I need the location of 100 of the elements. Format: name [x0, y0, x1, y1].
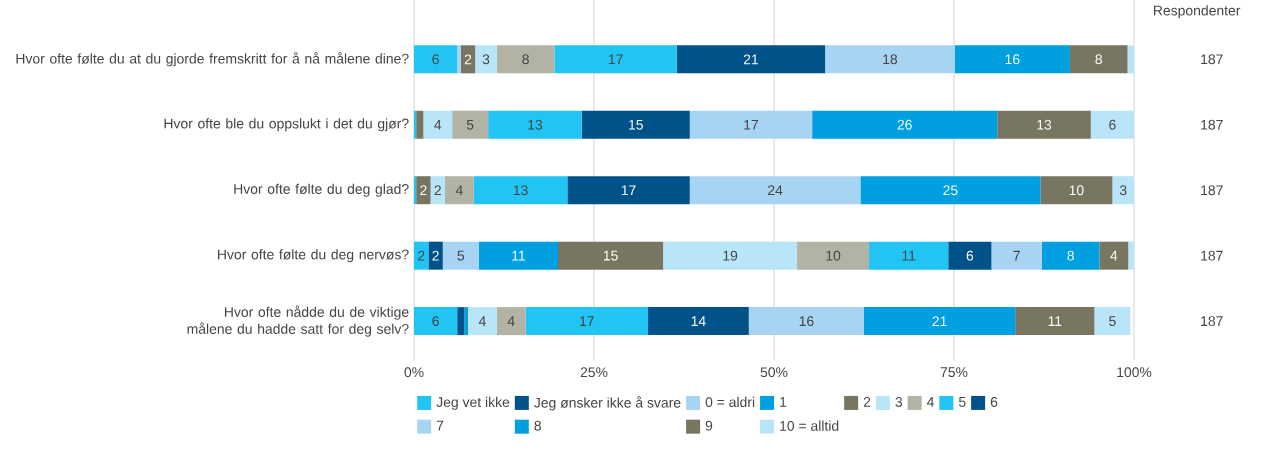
- bar: [428, 241, 443, 270]
- legend-label: 6: [990, 396, 998, 407]
- data-label: 13: [513, 185, 528, 195]
- data-label: 24: [768, 185, 783, 195]
- data-label: 17: [744, 119, 759, 130]
- bar: [457, 306, 465, 335]
- data-label: 2: [418, 250, 425, 261]
- x-tick-label: 50%: [760, 367, 788, 377]
- text: 187: [1201, 185, 1223, 195]
- data-label: 6: [966, 250, 974, 261]
- bar: [676, 45, 826, 74]
- bar: [457, 45, 461, 74]
- bar: [416, 176, 431, 205]
- legend-label: 1: [780, 396, 787, 407]
- bar: [948, 241, 992, 270]
- legend-label: 7: [436, 420, 444, 431]
- bar: [1040, 176, 1113, 205]
- data-label: 4: [434, 119, 442, 130]
- bar: [414, 176, 417, 205]
- bar: [1094, 306, 1131, 335]
- y-tick-label: Hvor ofte ble du oppslukt i det du gjør?: [164, 118, 409, 132]
- data-label: 25: [943, 185, 958, 195]
- bar: [663, 241, 798, 270]
- x-tick-label: 25%: [580, 367, 608, 377]
- data-label: 4: [1110, 250, 1118, 261]
- x-tick-label: 75%: [940, 367, 968, 377]
- bar: [581, 110, 690, 139]
- bar: [452, 110, 489, 139]
- bar: [825, 45, 955, 74]
- legend-label: 0 = aldri: [705, 396, 755, 407]
- text: 187: [1201, 250, 1223, 261]
- data-label: 10: [826, 250, 841, 261]
- bar: [473, 176, 568, 205]
- bar: [488, 110, 582, 139]
- bar: [1015, 306, 1095, 335]
- data-label: 11: [512, 250, 525, 261]
- bar: [1041, 241, 1100, 270]
- bar: [416, 110, 424, 139]
- legend-label: Jeg vet ikke: [436, 396, 510, 410]
- bar: [468, 306, 497, 335]
- data-label: 11: [1048, 316, 1062, 326]
- text: 187: [1201, 315, 1223, 326]
- data-label: 16: [799, 315, 814, 326]
- legend-label: 4: [926, 396, 934, 407]
- bar: [444, 176, 474, 205]
- y-tick-label: Hvor ofte følte du at du gjorde fremskritt for å nå målene dine?: [16, 52, 409, 67]
- bar: [558, 241, 664, 270]
- data-label: 6: [1109, 119, 1116, 130]
- data-label: 21: [743, 54, 759, 64]
- legend-label: 9: [705, 420, 713, 431]
- data-label: 2: [432, 250, 439, 261]
- bar: [1128, 241, 1134, 270]
- bar: [1090, 110, 1134, 139]
- data-label: 17: [621, 185, 636, 195]
- bar: [991, 241, 1042, 270]
- bar: [554, 45, 677, 74]
- x-tick-label: 0%: [404, 367, 424, 377]
- data-label: 19: [723, 250, 738, 261]
- data-label: 8: [1095, 54, 1102, 65]
- data-label: 4: [478, 316, 486, 326]
- data-label: 6: [432, 315, 439, 326]
- legend-label: 5: [958, 396, 966, 407]
- bar: [567, 176, 690, 205]
- data-label: 3: [1119, 185, 1127, 195]
- legend-label: Jeg ønsker ikke å svare: [534, 396, 681, 411]
- text: 187: [1201, 54, 1223, 65]
- bar: [460, 45, 476, 74]
- text: 187: [1201, 119, 1223, 130]
- data-label: 17: [580, 316, 594, 326]
- y-tick-label: Hvor ofte nådde du de viktige målene du hadde satt for deg selv?: [187, 305, 409, 337]
- data-label: 14: [691, 316, 706, 326]
- data-label: 8: [1067, 250, 1074, 261]
- data-label: 11: [902, 250, 916, 261]
- legend-label: 3: [895, 396, 903, 407]
- data-label: 21: [932, 316, 947, 326]
- legend-label: 10 = alltid: [780, 420, 839, 431]
- bar: [689, 176, 861, 205]
- bar: [860, 176, 1041, 205]
- bar: [812, 110, 998, 139]
- data-label: 17: [608, 54, 623, 64]
- data-label: 18: [883, 54, 898, 65]
- bar: [797, 241, 870, 270]
- bar: [478, 241, 559, 270]
- bar: [414, 306, 458, 335]
- bar: [496, 45, 555, 74]
- data-label: 3: [482, 54, 490, 65]
- data-label: 2: [464, 54, 472, 64]
- bar: [997, 110, 1091, 139]
- bar: [414, 45, 458, 74]
- bar: [689, 110, 813, 139]
- legend-label: 2: [863, 396, 871, 407]
- bar: [1112, 176, 1134, 205]
- data-label: 5: [457, 250, 465, 261]
- bar: [1127, 45, 1134, 74]
- bar: [475, 45, 497, 74]
- bar: [464, 306, 469, 335]
- bar: [423, 110, 453, 139]
- data-label: 6: [432, 54, 439, 65]
- data-label: 5: [466, 119, 474, 130]
- data-label: 4: [455, 185, 463, 195]
